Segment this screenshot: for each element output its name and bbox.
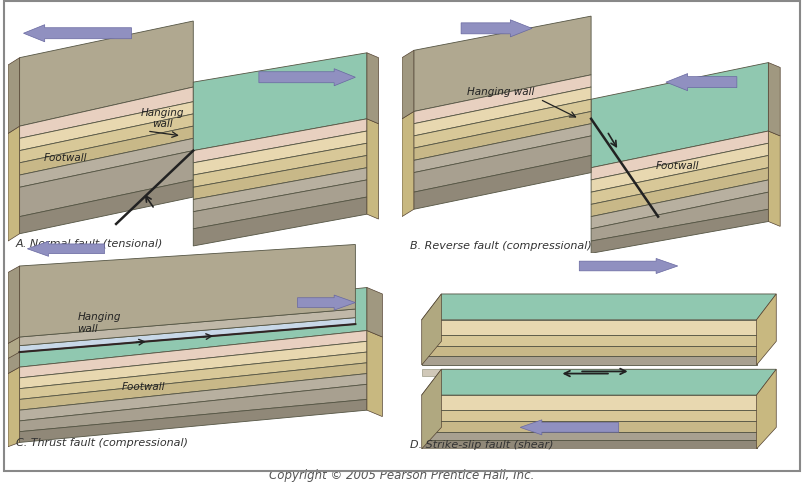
Text: B. Reverse fault (compressional): B. Reverse fault (compressional): [410, 241, 591, 251]
Polygon shape: [414, 137, 590, 193]
FancyArrow shape: [665, 75, 736, 92]
Polygon shape: [421, 421, 756, 432]
Polygon shape: [421, 294, 441, 365]
Polygon shape: [421, 357, 756, 365]
FancyArrow shape: [27, 242, 104, 257]
Polygon shape: [19, 400, 366, 443]
Text: Copyright © 2005 Pearson Prentice Hall, Inc.: Copyright © 2005 Pearson Prentice Hall, …: [269, 468, 534, 481]
Polygon shape: [414, 17, 590, 112]
Polygon shape: [19, 331, 366, 378]
Polygon shape: [421, 395, 756, 410]
FancyArrow shape: [461, 21, 532, 38]
Polygon shape: [19, 151, 193, 217]
Polygon shape: [590, 132, 768, 181]
Polygon shape: [19, 385, 366, 432]
Polygon shape: [414, 124, 590, 173]
Polygon shape: [590, 168, 768, 217]
FancyArrow shape: [578, 259, 677, 274]
Polygon shape: [19, 139, 193, 188]
Text: Hanging
wall: Hanging wall: [141, 107, 184, 129]
Polygon shape: [193, 168, 366, 212]
Polygon shape: [19, 88, 193, 139]
Polygon shape: [768, 63, 779, 137]
Polygon shape: [421, 432, 756, 440]
Polygon shape: [19, 127, 193, 176]
FancyArrow shape: [297, 295, 355, 310]
Polygon shape: [193, 156, 366, 200]
Polygon shape: [421, 346, 756, 357]
Polygon shape: [19, 115, 193, 163]
Polygon shape: [19, 318, 355, 352]
Text: Hanging
wall: Hanging wall: [77, 311, 121, 333]
Text: D. Strike-slip fault (shear): D. Strike-slip fault (shear): [410, 439, 552, 449]
Polygon shape: [8, 59, 19, 134]
Polygon shape: [19, 363, 366, 410]
Polygon shape: [19, 288, 366, 367]
Polygon shape: [414, 76, 590, 124]
Polygon shape: [366, 120, 378, 220]
Polygon shape: [19, 309, 355, 346]
Polygon shape: [421, 320, 756, 335]
Polygon shape: [8, 266, 19, 344]
Polygon shape: [414, 112, 590, 161]
Polygon shape: [421, 369, 776, 395]
Text: C. Thrust fault (compressional): C. Thrust fault (compressional): [16, 437, 188, 447]
Polygon shape: [421, 369, 756, 376]
Polygon shape: [8, 337, 19, 359]
Polygon shape: [421, 369, 441, 449]
Text: Hanging wall: Hanging wall: [467, 87, 533, 97]
Polygon shape: [590, 156, 768, 205]
Polygon shape: [366, 331, 382, 417]
Polygon shape: [19, 181, 193, 234]
Polygon shape: [414, 88, 590, 137]
Polygon shape: [193, 198, 366, 246]
Polygon shape: [193, 132, 366, 176]
Polygon shape: [421, 335, 756, 346]
Polygon shape: [19, 245, 355, 337]
Polygon shape: [421, 294, 776, 320]
Polygon shape: [590, 181, 768, 229]
Polygon shape: [19, 352, 366, 400]
Polygon shape: [19, 342, 366, 389]
Polygon shape: [19, 102, 193, 151]
Polygon shape: [590, 193, 768, 242]
Polygon shape: [402, 51, 414, 120]
Polygon shape: [421, 410, 756, 421]
FancyArrow shape: [23, 26, 132, 42]
Text: A. Normal fault (tensional): A. Normal fault (tensional): [16, 239, 163, 248]
Polygon shape: [8, 325, 19, 374]
Polygon shape: [19, 374, 366, 421]
Polygon shape: [414, 100, 590, 149]
Polygon shape: [590, 63, 768, 168]
Polygon shape: [366, 288, 382, 337]
FancyArrow shape: [520, 420, 618, 435]
Text: Footwall: Footwall: [44, 153, 88, 163]
Polygon shape: [193, 54, 366, 151]
Polygon shape: [19, 22, 193, 127]
Polygon shape: [366, 54, 378, 124]
Text: Footwall: Footwall: [121, 381, 165, 391]
Polygon shape: [421, 440, 756, 449]
FancyArrow shape: [259, 70, 355, 87]
Polygon shape: [414, 156, 590, 210]
Text: Footwall: Footwall: [655, 161, 699, 170]
Polygon shape: [193, 120, 366, 163]
Polygon shape: [756, 369, 776, 449]
Polygon shape: [590, 144, 768, 193]
Polygon shape: [402, 112, 414, 217]
Polygon shape: [193, 144, 366, 188]
Polygon shape: [768, 132, 779, 227]
Polygon shape: [8, 127, 19, 242]
Polygon shape: [8, 367, 19, 447]
Polygon shape: [193, 181, 366, 229]
Polygon shape: [590, 210, 768, 254]
Polygon shape: [756, 294, 776, 365]
